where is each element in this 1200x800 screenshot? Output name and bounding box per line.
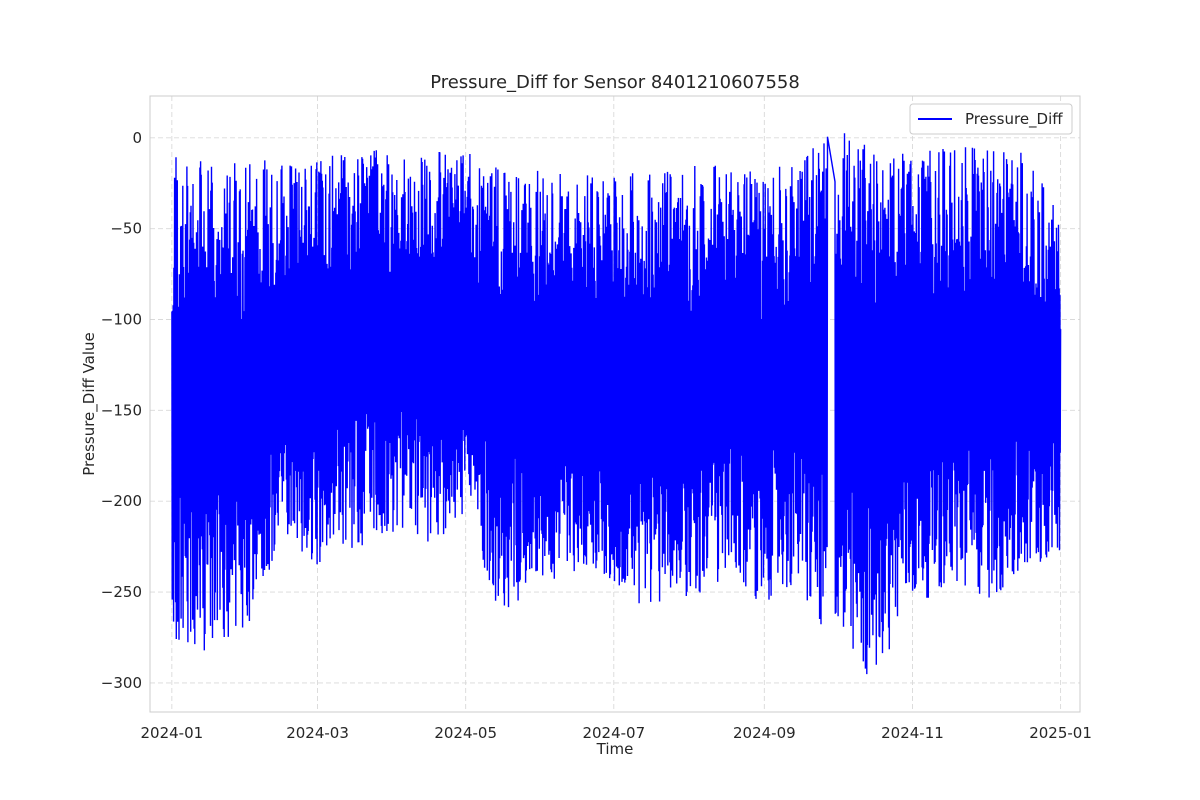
ticks: 2024-01 2024-03 2024-05 2024-07 2024-09 2024-… (101, 129, 1092, 742)
legend-label: Pressure_Diff (965, 110, 1063, 129)
x-tick-label: 2024-03 (286, 724, 349, 742)
x-tick-label: 2024-07 (582, 724, 645, 742)
legend: Pressure_Diff (909, 103, 1073, 135)
x-tick-label: 2024-09 (733, 724, 796, 742)
y-tick-label: −200 (101, 492, 142, 510)
y-tick-label: −50 (110, 220, 142, 238)
y-tick-label: −300 (101, 674, 142, 692)
x-tick-label: 2025-01 (1029, 724, 1092, 742)
legend-box (909, 103, 1073, 135)
x-tick-label: 2024-05 (434, 724, 497, 742)
data-layer (171, 133, 1062, 675)
y-tick-label: −150 (101, 401, 142, 419)
y-tick-label: 0 (132, 129, 142, 147)
y-axis-label: Pressure_Diff Value (80, 332, 99, 476)
x-tick-label: 2024-01 (141, 724, 204, 742)
series-line-pressure-diff (171, 133, 1062, 675)
x-tick-label: 2024-11 (881, 724, 944, 742)
plot-frame (149, 95, 1081, 713)
y-tick-label: −100 (101, 311, 142, 329)
chart-title: Pressure_Diff for Sensor 8401210607558 (430, 72, 800, 93)
y-tick-label: −250 (101, 583, 142, 601)
x-axis-label: Time (596, 740, 634, 758)
